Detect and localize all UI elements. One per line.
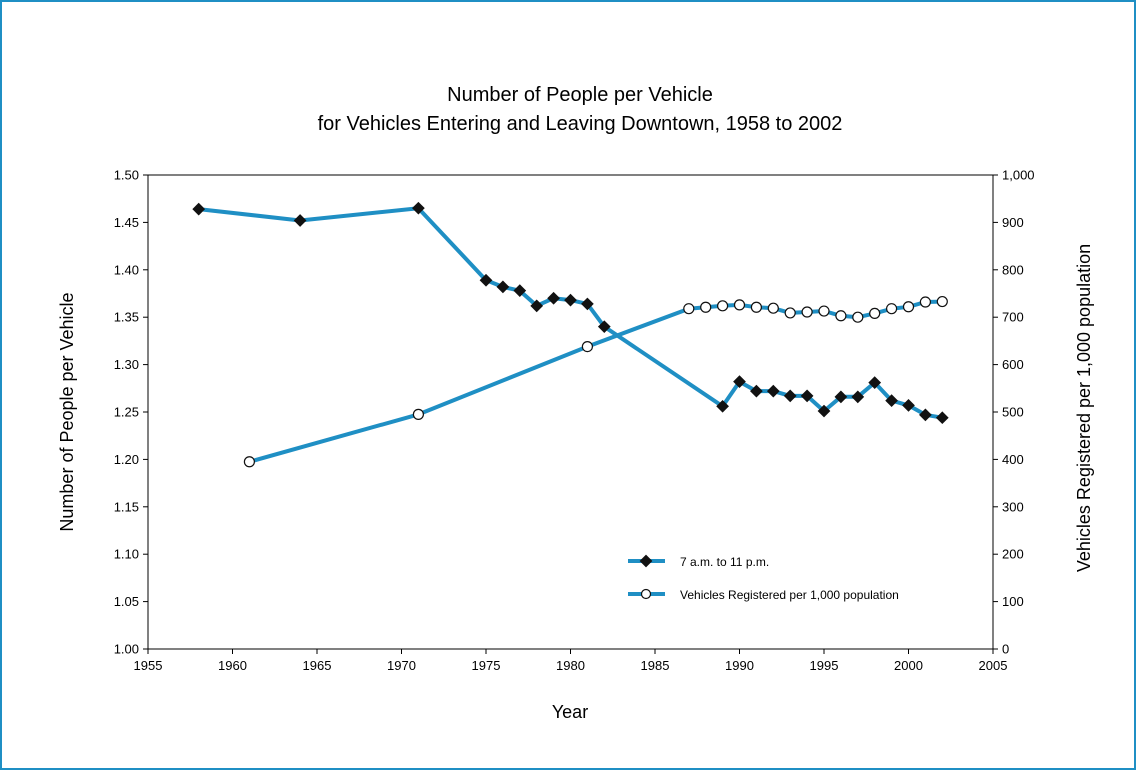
x-axis-ticks: 1955 1960 1965 1970 1975 1980 1985 1990 1995 2000… (134, 649, 1008, 673)
y2-axis-title: Vehicles Registered per 1,000 population (1074, 244, 1094, 572)
y-tick-label: 1.50 (114, 168, 139, 183)
y2-tick-label: 700 (1002, 310, 1024, 325)
data-point-circle (412, 408, 424, 420)
y-tick-label: 1.00 (114, 642, 139, 657)
chart-subtitle: for Vehicles Entering and Leaving Downto… (318, 113, 843, 135)
y-tick-label: 1.35 (114, 310, 139, 325)
x-axis-title: Year (552, 702, 588, 722)
data-point-diamond (766, 384, 780, 398)
data-point-diamond (479, 273, 493, 287)
x-tick-label: 1975 (472, 658, 501, 673)
data-point-diamond (192, 202, 206, 216)
chart-title: Number of People per Vehicle (447, 84, 713, 106)
data-point-circle (784, 307, 796, 319)
y-tick-label: 1.40 (114, 262, 139, 277)
y2-tick-label: 100 (1002, 594, 1024, 609)
data-point-circle (581, 340, 594, 353)
y-tick-label: 1.10 (114, 547, 139, 562)
x-tick-label: 2000 (894, 658, 923, 673)
y2-tick-label: 600 (1002, 357, 1024, 372)
data-point-circle (243, 456, 255, 468)
legend-marker-diamond (639, 554, 653, 568)
y-tick-label: 1.30 (114, 357, 139, 372)
data-point-circle (852, 311, 864, 323)
data-point-circle (683, 303, 695, 315)
data-point-circle (733, 299, 746, 311)
right-y-axis-ticks: 0 100 200 300 400 500 600 700 800 900 1,000 (993, 168, 1035, 657)
y-axis-title: Number of People per Vehicle (57, 292, 77, 531)
y2-tick-label: 800 (1002, 262, 1024, 277)
plot-area (147, 174, 994, 650)
y2-tick-label: 300 (1002, 499, 1024, 514)
data-point-diamond (935, 411, 949, 425)
data-point-circle (885, 303, 898, 315)
x-tick-label: 1980 (556, 658, 585, 673)
legend-label-2: Vehicles Registered per 1,000 population (680, 588, 899, 602)
y2-tick-label: 1,000 (1002, 168, 1035, 183)
data-point-circle (716, 300, 729, 312)
y-tick-label: 1.05 (114, 594, 139, 609)
y-tick-label: 1.20 (114, 452, 139, 467)
data-point-diamond (783, 389, 797, 403)
y2-tick-label: 900 (1002, 215, 1024, 230)
data-point-circle (750, 301, 763, 313)
y-tick-label: 1.25 (114, 405, 139, 420)
x-tick-label: 1970 (387, 658, 416, 673)
data-point-circle (818, 305, 830, 317)
x-tick-label: 1955 (134, 658, 163, 673)
series-line-2 (248, 299, 943, 464)
data-point-circle (700, 301, 712, 313)
data-point-circle (767, 302, 779, 314)
legend-marker-circle (640, 588, 652, 600)
x-tick-label: 2005 (979, 658, 1008, 673)
data-point-circle (835, 310, 847, 322)
data-point-circle (919, 296, 932, 308)
data-point-diamond (412, 201, 425, 215)
data-point-diamond (547, 291, 560, 305)
y2-tick-label: 400 (1002, 452, 1024, 467)
y2-tick-label: 0 (1002, 642, 1009, 657)
data-point-circle (902, 301, 915, 313)
y-tick-label: 1.15 (114, 499, 139, 514)
data-point-diamond (496, 280, 510, 294)
legend-label-1: 7 a.m. to 11 p.m. (680, 555, 769, 569)
y-tick-label: 1.45 (114, 215, 139, 230)
data-point-circle (936, 295, 948, 308)
series-layer (192, 201, 949, 468)
data-point-diamond (293, 214, 307, 227)
data-point-circle (869, 307, 881, 320)
x-tick-label: 1965 (303, 658, 332, 673)
left-y-axis-ticks: 1.00 1.05 1.10 1.15 1.20 1.25 1.30 1.35 1.40 1.45… (114, 168, 148, 657)
x-tick-label: 1960 (218, 658, 247, 673)
x-tick-label: 1985 (641, 658, 670, 673)
legend: 7 a.m. to 11 p.m. Vehicles Registered pe… (628, 554, 899, 602)
y2-tick-label: 200 (1002, 547, 1024, 562)
x-tick-label: 1990 (725, 658, 754, 673)
data-point-diamond (564, 293, 577, 307)
data-point-circle (801, 306, 813, 318)
y2-tick-label: 500 (1002, 405, 1024, 420)
x-tick-label: 1995 (810, 658, 839, 673)
